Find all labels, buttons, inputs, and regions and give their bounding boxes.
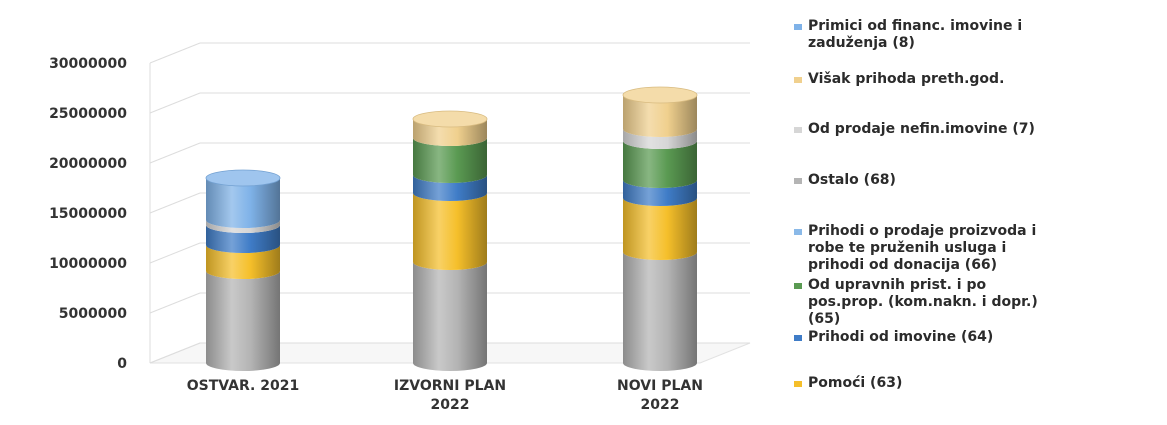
legend-swatch [794, 283, 802, 289]
x-tick-label: IZVORNI PLAN [394, 378, 506, 394]
bar-segment [206, 178, 280, 228]
bar-segment [623, 129, 697, 149]
y-tick-label: 5000000 [59, 306, 127, 322]
legend-label-line: Prihodi o prodaje proizvoda i [808, 223, 1037, 239]
legend-swatch [794, 178, 802, 184]
bar-segment [623, 252, 697, 371]
bar-segment [413, 175, 487, 201]
legend-label: Ostalo (68) [808, 172, 1158, 189]
x-tick-label: 2022 [641, 397, 680, 413]
legend-swatch [794, 381, 802, 387]
bar-segment [413, 119, 487, 146]
legend-label-line: Pomoći (63) [808, 375, 903, 391]
legend-label-line: Od upravnih prist. i po [808, 277, 987, 293]
legend-label-line: zaduženja (8) [808, 35, 915, 51]
legend-swatch [794, 335, 802, 341]
bar-top-cap [205, 169, 281, 187]
legend-label-line: (65) [808, 311, 841, 327]
chart-legend: Primici od financ. imovine i zaduženja (8… [792, 0, 1162, 421]
chart-plot: 0 5000000 10000000 15000000 20000000 25000000… [49, 42, 751, 413]
legend-label-line: Višak prihoda preth.god. [808, 71, 1005, 87]
legend-label-line: Prihodi od imovine (64) [808, 329, 994, 345]
legend-swatch [794, 24, 802, 30]
legend-swatch [794, 229, 802, 235]
bar-segment [413, 262, 487, 371]
bar-segment [413, 193, 487, 270]
bar-segment [623, 198, 697, 260]
gridline-depth [149, 92, 201, 114]
bar-stack [412, 110, 488, 371]
legend-label-line: Od prodaje nefin.imovine (7) [808, 121, 1035, 137]
gridline-depth [149, 242, 201, 264]
y-tick-label: 30000000 [49, 56, 127, 72]
legend-label-line: robe te pruženih usluga i [808, 240, 1007, 256]
x-tick-label: 2022 [431, 397, 470, 413]
bar-segment [206, 225, 280, 253]
gridline-depth [149, 292, 201, 314]
y-tick-label: 0 [117, 356, 127, 372]
bar-segment [623, 180, 697, 206]
bar-top-cap [622, 86, 698, 104]
legend-label: Višak prihoda preth.god. [808, 71, 1158, 88]
bar-segment [206, 245, 280, 279]
bar-stack [622, 86, 698, 371]
x-tick-label: NOVI PLAN [617, 378, 703, 394]
gridline-depth [149, 142, 201, 164]
bar-segment [623, 141, 697, 188]
legend-label: Prihodi od imovine (64) [808, 329, 1158, 346]
legend-label-line: prihodi od donacija (66) [808, 257, 998, 273]
gridline-depth [149, 342, 201, 364]
y-tick-label: 25000000 [49, 106, 127, 122]
legend-label-line: pos.prop. (kom.nakn. i dopr.) [808, 294, 1038, 310]
gridline-depth [149, 192, 201, 214]
legend-label-line: Primici od financ. imovine i [808, 18, 1023, 34]
bar-segment [206, 220, 280, 233]
bar-segment [623, 95, 697, 137]
legend-label-line: Ostalo (68) [808, 172, 896, 188]
bar-segment [206, 271, 280, 371]
bar-top-cap [412, 110, 488, 128]
gridline-depth [149, 42, 201, 64]
y-tick-label: 10000000 [49, 256, 127, 272]
x-tick-label: OSTVAR. 2021 [187, 378, 299, 394]
bar-segment [413, 138, 487, 183]
legend-label: Od upravnih prist. i po pos.prop. (kom.na… [808, 277, 1158, 328]
y-tick-label: 20000000 [49, 156, 127, 172]
y-tick-label: 15000000 [49, 206, 127, 222]
legend-swatch [794, 77, 802, 83]
legend-label: Prihodi o prodaje proizvoda i robe te pru… [808, 223, 1158, 274]
legend-label: Pomoći (63) [808, 375, 1158, 392]
legend-label: Od prodaje nefin.imovine (7) [808, 121, 1158, 138]
legend-label: Primici od financ. imovine i zaduženja (8… [808, 18, 1158, 52]
bar-stack [205, 169, 281, 371]
legend-swatch [794, 127, 802, 133]
